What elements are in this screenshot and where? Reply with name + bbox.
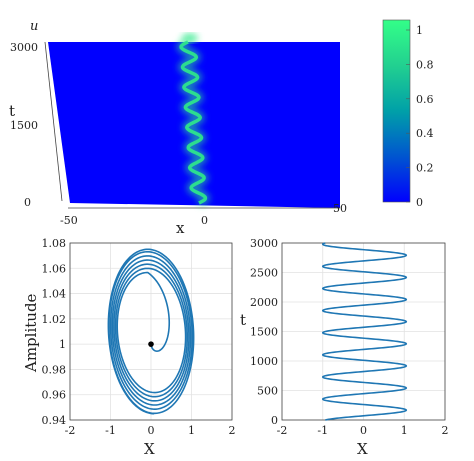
surface-panel: 3000 1500 0 -50 0 50 u t x: [9, 19, 347, 237]
x-tick-label: 1: [401, 424, 408, 437]
surface-x-tick-minus-50: -50: [60, 214, 78, 227]
y-tick-label: 2000: [250, 296, 278, 309]
y-tick-label: 2500: [250, 267, 278, 280]
x-tick-label: 2: [442, 424, 449, 437]
amplitude-y-label: Amplitude: [22, 293, 40, 373]
colorbar-tick-label: 0: [416, 196, 423, 209]
trajectory-line: [321, 242, 408, 421]
amplitude-start-point: [148, 341, 154, 347]
x-tick-label: 0: [360, 424, 367, 437]
x-tick-label: 0: [148, 424, 155, 437]
amplitude-ticks: -2 -1 0 1 2 0.94 0.96 0.98 1 1.02 1.04 1.06 1.08: [42, 237, 236, 437]
y-tick-label: 0.98: [42, 363, 67, 376]
amplitude-panel: -2 -1 0 1 2 0.94 0.96 0.98 1 1.02 1.04 1.06 1.08 X A…: [22, 237, 236, 458]
x-tick-label: -1: [105, 424, 116, 437]
surface-y-tick-0: 0: [24, 196, 31, 209]
trajectory-x-label: X: [357, 440, 368, 458]
trajectory-y-label: t: [240, 311, 246, 329]
colorbar-ticks: 0 0.2 0.4 0.6 0.8 1: [406, 24, 434, 209]
y-tick-label: 3000: [250, 237, 278, 250]
colorbar-gradient: [382, 19, 411, 203]
colorbar-tick-label: 1: [416, 24, 423, 37]
colorbar-tick-label: 0.4: [416, 127, 434, 140]
y-tick-label: 1.02: [42, 313, 67, 326]
x-tick-label: 1: [188, 424, 195, 437]
amplitude-grid: [69, 242, 233, 421]
y-tick-label: 1: [59, 338, 66, 351]
colorbar: 0 0.2 0.4 0.6 0.8 1: [382, 19, 434, 209]
y-tick-label: 500: [257, 385, 278, 398]
amplitude-spiral-line: [107, 248, 195, 415]
y-tick-label: 1000: [250, 355, 278, 368]
ridge-top-peak: [182, 33, 198, 43]
colorbar-tick-label: 0.2: [416, 162, 434, 175]
y-tick-label: 0.96: [42, 389, 67, 402]
colorbar-tick-label: 0.8: [416, 58, 434, 71]
surface-x-tick-0: 0: [201, 214, 208, 227]
x-tick-label: -1: [317, 424, 328, 437]
y-tick-label: 1500: [250, 326, 278, 339]
surface-y-label: t: [9, 102, 15, 120]
y-tick-label: 1.04: [42, 288, 67, 301]
y-tick-label: 1.08: [42, 237, 67, 250]
ridge-core: [179, 40, 208, 205]
surface-x-label: x: [176, 219, 185, 237]
surface-z-label: u: [30, 19, 38, 34]
trajectory-panel: -2 -1 0 1 2 0 500 1000 1500 2000 2500 3000 X t: [240, 237, 449, 458]
y-tick-label: 0: [271, 414, 278, 427]
y-tick-label: 0.94: [42, 414, 67, 427]
surface-x-tick-50: 50: [333, 202, 347, 215]
x-tick-label: -2: [277, 424, 288, 437]
surface-y-tick-3000: 3000: [10, 41, 38, 54]
x-tick-label: -2: [65, 424, 76, 437]
x-tick-label: 2: [229, 424, 236, 437]
amplitude-x-label: X: [144, 440, 155, 458]
soliton-ridge: [176, 33, 210, 208]
surface-y-tick-1500: 1500: [10, 119, 38, 132]
colorbar-tick-label: 0.6: [416, 93, 434, 106]
trajectory-ticks: -2 -1 0 1 2 0 500 1000 1500 2000 2500 3000: [250, 237, 449, 437]
y-tick-label: 1.06: [42, 262, 67, 275]
